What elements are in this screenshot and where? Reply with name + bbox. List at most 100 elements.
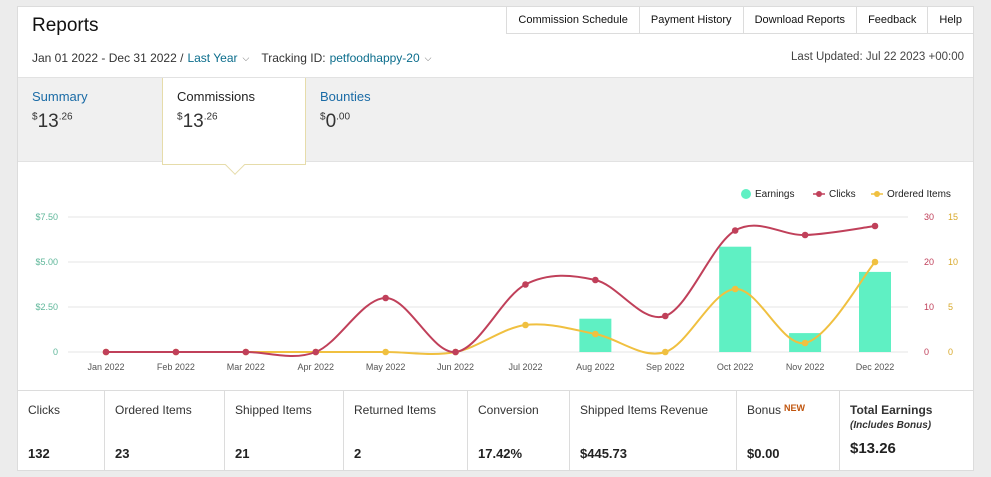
ordered-items-line xyxy=(105,261,876,355)
tab-summary[interactable]: Summary $13.26 xyxy=(18,78,162,163)
legend-earnings-swatch xyxy=(741,189,751,199)
stat-value: 132 xyxy=(28,446,50,461)
stat-ordered-items: Ordered Items 23 xyxy=(105,391,225,471)
earnings-bar xyxy=(719,246,752,352)
tab-label: Commissions xyxy=(177,89,256,104)
stat-returned-items: Returned Items 2 xyxy=(344,391,468,471)
right-axis-1-tick: 20 xyxy=(924,257,934,267)
page-title: Reports xyxy=(32,15,99,36)
feedback-link[interactable]: Feedback xyxy=(856,7,928,34)
ordered-items-point xyxy=(382,348,389,356)
chevron-down-icon[interactable]: ⌵ xyxy=(424,52,432,63)
tab-value: $13.26 xyxy=(177,111,218,132)
payment-history-link[interactable]: Payment History xyxy=(638,7,743,34)
clicks-point xyxy=(172,348,180,356)
x-axis-label: Aug 2022 xyxy=(576,362,615,372)
stat-bonus: Bonus NEW $0.00 xyxy=(737,391,840,471)
stat-sublabel: (Includes Bonus) xyxy=(850,420,932,431)
left-axis-tick: $7.50 xyxy=(35,212,58,222)
clicks-point xyxy=(661,312,669,320)
stat-value: $13.26 xyxy=(850,440,896,457)
stats-row: Clicks 132 Ordered Items 23 Shipped Item… xyxy=(18,390,973,471)
earnings-bar xyxy=(859,271,891,352)
chart-svg: $7.50 30 15 $5.00 20 10 $2.50 10 5 0 0 0 Jan 2022 Feb… xyxy=(35,189,958,372)
new-badge: NEW xyxy=(784,403,806,413)
help-link[interactable]: Help xyxy=(927,7,973,34)
legend-earnings-label: Earnings xyxy=(755,189,794,200)
x-axis-label: Sep 2022 xyxy=(646,362,685,372)
x-axis-label: Nov 2022 xyxy=(786,362,825,372)
x-axis-label: Apr 2022 xyxy=(297,362,334,372)
x-axis-label: Jul 2022 xyxy=(508,362,542,372)
x-axis-label: Feb 2022 xyxy=(157,362,195,372)
stat-label: Shipped Items xyxy=(235,403,312,417)
legend-clicks-swatch xyxy=(816,191,822,197)
right-axis-1-tick: 0 xyxy=(924,347,929,357)
stat-value: 21 xyxy=(235,446,250,461)
clicks-point xyxy=(731,227,739,234)
x-axis-label: Jan 2022 xyxy=(87,362,124,372)
tab-label: Summary xyxy=(32,89,88,104)
ordered-items-point xyxy=(661,348,669,356)
stat-label: Bonus NEW xyxy=(747,403,806,417)
ordered-items-point xyxy=(522,321,529,329)
tab-strip: Summary $13.26 Commissions $13.26 Bounti… xyxy=(18,77,973,175)
tab-value: $13.26 xyxy=(32,111,73,132)
top-nav: Commission Schedule Payment History Down… xyxy=(506,7,973,34)
reports-panel: Reports Commission Schedule Payment Hist… xyxy=(17,6,974,471)
tab-commissions[interactable]: Commissions $13.26 xyxy=(162,78,306,175)
stat-label: Total Earnings xyxy=(850,403,933,417)
stat-label: Shipped Items Revenue xyxy=(580,403,709,417)
last-updated: Last Updated: Jul 22 2023 +00:00 xyxy=(791,51,964,63)
clicks-point xyxy=(102,348,110,356)
left-axis-tick: 0 xyxy=(53,347,58,357)
stat-clicks: Clicks 132 xyxy=(18,391,105,471)
stat-shipped-revenue: Shipped Items Revenue $445.73 xyxy=(570,391,737,471)
clicks-point xyxy=(592,276,599,284)
legend-clicks-label: Clicks xyxy=(829,189,856,200)
x-axis-label: Oct 2022 xyxy=(717,362,754,372)
stat-value: $0.00 xyxy=(747,446,780,461)
chevron-down-icon[interactable]: ⌵ xyxy=(242,52,250,63)
stat-value: 2 xyxy=(354,446,362,461)
ordered-items-point xyxy=(871,258,879,266)
tab-value: $0.00 xyxy=(320,111,351,132)
left-axis-tick: $5.00 xyxy=(35,257,58,267)
right-axis-1-tick: 10 xyxy=(924,302,934,312)
right-axis-2-tick: 15 xyxy=(948,212,958,222)
stat-label: Ordered Items xyxy=(115,403,192,417)
left-axis-tick: $2.50 xyxy=(35,302,58,312)
download-reports-link[interactable]: Download Reports xyxy=(742,7,857,34)
period-dropdown[interactable]: Last Year xyxy=(187,51,238,65)
clicks-point xyxy=(382,294,389,302)
ordered-items-point xyxy=(731,285,739,293)
tracking-id-dropdown[interactable]: petfoodhappy-20 xyxy=(329,51,420,65)
date-range: Jan 01 2022 - Dec 31 2022 / xyxy=(32,51,184,65)
stat-total-earnings: Total Earnings (Includes Bonus) $13.26 xyxy=(840,391,973,471)
right-axis-2-tick: 0 xyxy=(948,347,953,357)
stat-value: $445.73 xyxy=(580,446,627,461)
right-axis-2-tick: 5 xyxy=(948,302,953,312)
x-axis-label: Mar 2022 xyxy=(227,362,265,372)
right-axis-1-tick: 30 xyxy=(924,212,934,222)
stat-conversion: Conversion 17.42% xyxy=(468,391,570,471)
stat-label: Returned Items xyxy=(354,403,437,417)
ordered-items-point xyxy=(592,330,599,338)
clicks-point xyxy=(452,348,459,356)
x-axis-label: Dec 2022 xyxy=(856,362,895,372)
clicks-point xyxy=(801,231,809,239)
tab-bounties[interactable]: Bounties $0.00 xyxy=(306,78,450,163)
clicks-point xyxy=(871,222,879,230)
stat-label: Clicks xyxy=(28,403,60,417)
x-axis-label: May 2022 xyxy=(366,362,406,372)
clicks-line xyxy=(105,224,876,357)
stat-value: 23 xyxy=(115,446,130,461)
stat-value: 17.42% xyxy=(478,446,523,461)
commission-schedule-link[interactable]: Commission Schedule xyxy=(506,7,639,34)
x-axis-label: Jun 2022 xyxy=(437,362,474,372)
clicks-point xyxy=(522,281,529,288)
tracking-label: Tracking ID: xyxy=(261,51,326,65)
clicks-point xyxy=(312,348,320,356)
ordered-items-point xyxy=(801,339,809,347)
legend-ordered-label: Ordered Items xyxy=(887,189,951,200)
